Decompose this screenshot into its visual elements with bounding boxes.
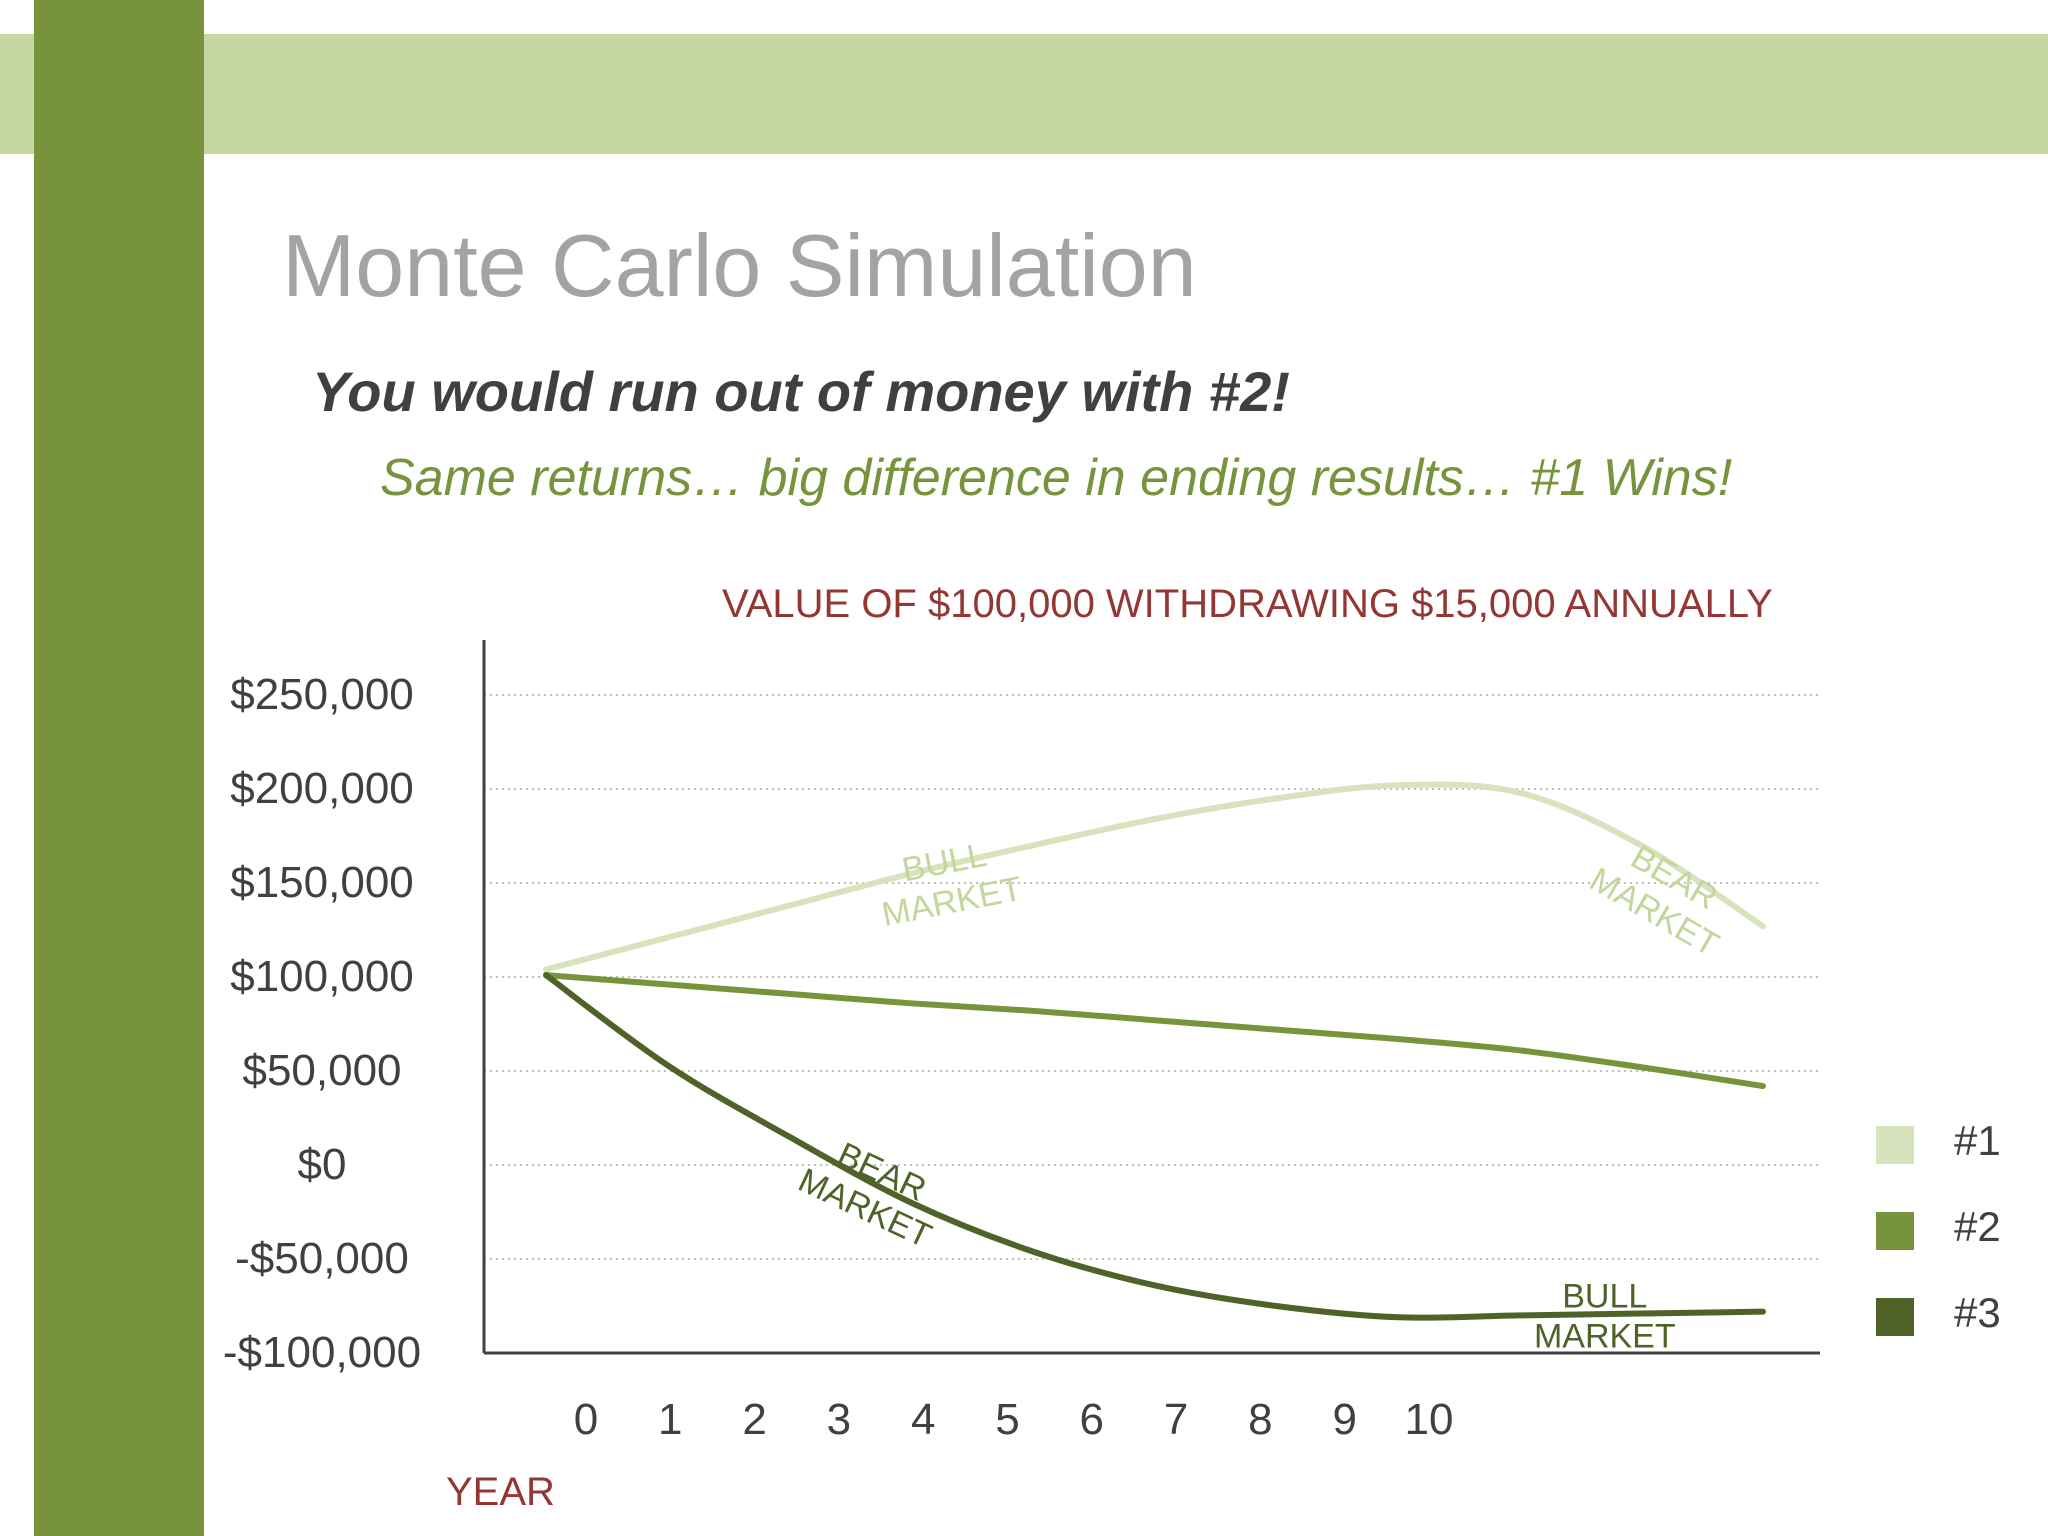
- side-accent-bar: [34, 0, 204, 1536]
- y-tick-label: $150,000: [230, 858, 414, 907]
- y-tick-label: $100,000: [230, 952, 414, 1001]
- header-band: [0, 34, 2048, 154]
- x-tick-label: 0: [574, 1395, 598, 1444]
- series-line-1: [543, 781, 1766, 973]
- series-line-2: [543, 972, 1766, 1090]
- legend-swatch-1: [1876, 1126, 1914, 1164]
- slide-subtitle: You would run out of money with #2!: [312, 360, 1290, 423]
- legend-item-3: #3: [1876, 1292, 2016, 1336]
- slide-title: Monte Carlo Simulation: [282, 216, 1197, 315]
- annotation-text: MARKET: [1534, 1318, 1676, 1356]
- x-tick-label: 2: [742, 1395, 766, 1444]
- x-tick-label: 3: [827, 1395, 851, 1444]
- x-tick-label: 7: [1164, 1395, 1188, 1444]
- legend-item-1: #1: [1876, 1120, 2016, 1164]
- y-tick-label: -$100,000: [223, 1328, 421, 1377]
- x-tick-label: 5: [995, 1395, 1019, 1444]
- legend-label-1: #1: [1954, 1117, 2001, 1164]
- y-tick-label: -$50,000: [235, 1234, 409, 1283]
- legend-swatch-2: [1876, 1212, 1914, 1250]
- annotation-text: BULL: [1562, 1278, 1647, 1316]
- y-tick-label: $50,000: [242, 1046, 401, 1095]
- y-tick-label: $250,000: [230, 670, 414, 719]
- legend-label-3: #3: [1954, 1289, 2001, 1336]
- x-tick-label: 10: [1405, 1395, 1454, 1444]
- slide-tagline: Same returns… big difference in ending r…: [380, 449, 1733, 507]
- legend-swatch-3: [1876, 1298, 1914, 1336]
- y-tick-label: $0: [298, 1140, 347, 1189]
- x-tick-label: 6: [1080, 1395, 1104, 1444]
- x-tick-label: 1: [658, 1395, 682, 1444]
- chart-title: VALUE OF $100,000 WITHDRAWING $15,000 AN…: [722, 582, 1773, 626]
- legend-label-2: #2: [1954, 1203, 2001, 1250]
- series-line-3: [543, 972, 1766, 1321]
- x-axis-label: YEAR: [446, 1470, 555, 1514]
- y-tick-label: $200,000: [230, 764, 414, 813]
- legend-item-2: #2: [1876, 1206, 2016, 1250]
- x-tick-label: 9: [1332, 1395, 1356, 1444]
- x-tick-label: 4: [911, 1395, 935, 1444]
- x-tick-label: 8: [1248, 1395, 1272, 1444]
